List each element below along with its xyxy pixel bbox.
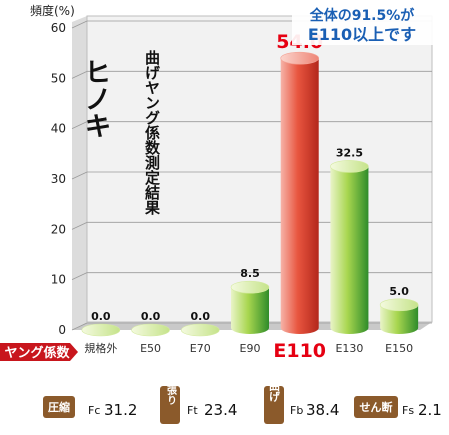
property-symbol: Fs <box>402 404 414 417</box>
data-label-E90: 8.5 <box>240 267 260 280</box>
x-tick-label: 規格外 <box>84 341 117 355</box>
x-categories: 規格外 E50 E70 E90 E110 E130 E150 <box>84 340 413 362</box>
y-tick-label: 20 <box>51 222 66 236</box>
y-tick-label: 10 <box>51 273 66 287</box>
grid-line-side <box>71 272 88 281</box>
property-badge <box>264 386 284 424</box>
property-tension: 引張り Ft 23.4 <box>160 374 237 424</box>
annotation-line-1: 全体の91.5%が <box>309 7 416 24</box>
bar-cap-E130 <box>330 160 369 173</box>
property-bending: 曲げ Fb 38.4 <box>264 379 339 424</box>
y-axis-label: 頻度(%) <box>30 3 75 18</box>
chart-subtitle: 曲げヤング係数測定結果 <box>143 49 161 216</box>
annotation-box <box>292 1 434 45</box>
grid-line-side <box>71 20 88 29</box>
bar-cap-E90 <box>230 280 270 294</box>
y-ticks: 0 10 20 30 40 50 60 <box>51 21 66 337</box>
data-label-E50: 0.0 <box>141 310 161 323</box>
x-tick-label: E70 <box>190 342 211 355</box>
x-tick-label: E130 <box>335 342 363 355</box>
grid-line-side <box>71 171 88 180</box>
chart-title: ヒノキ <box>80 58 111 139</box>
bar-E130 <box>330 166 369 334</box>
grid-line-side <box>71 322 88 331</box>
property-name: せん断 <box>360 400 393 414</box>
bar-cap-規格外 <box>81 323 121 337</box>
x-tick-label: E90 <box>240 342 261 355</box>
x-tick-label: E150 <box>385 342 413 355</box>
property-value: 2.1 <box>418 401 442 419</box>
property-shear: せん断 Fs 2.1 <box>354 396 442 419</box>
property-symbol: Ft <box>187 404 198 417</box>
property-badge <box>160 386 180 424</box>
plot-side-wall <box>72 16 87 330</box>
bar-cap-E50 <box>131 323 170 337</box>
x-axis-title-tag <box>0 343 78 361</box>
property-compression: 圧縮 Fc 31.2 <box>43 396 137 419</box>
property-badge <box>43 396 75 418</box>
annotation-line-2: E110以上です <box>308 25 416 44</box>
bars: 0.00.00.08.554.032.55.0 <box>81 31 419 337</box>
x-tick-label: E110 <box>273 340 326 362</box>
property-symbol: Fb <box>290 404 303 417</box>
bar-E110 <box>280 58 319 334</box>
property-value: 31.2 <box>104 401 137 419</box>
property-value: 23.4 <box>204 401 237 419</box>
grid-line-side <box>71 121 88 130</box>
x-tick-label: E50 <box>140 342 161 355</box>
data-label-E130: 32.5 <box>336 146 363 159</box>
bar-E150 <box>380 304 419 334</box>
y-tick-label: 50 <box>51 71 66 85</box>
property-name: 曲げ <box>268 379 281 403</box>
property-badge <box>354 396 398 418</box>
property-symbol: Fc <box>88 404 100 417</box>
bar-cap-E70 <box>180 323 220 337</box>
grid-line-side <box>71 70 88 79</box>
y-tick-label: 30 <box>51 172 66 186</box>
y-tick-label: 40 <box>51 122 66 136</box>
data-label-E150: 5.0 <box>389 285 409 298</box>
property-name: 圧縮 <box>48 400 70 414</box>
y-tick-label: 60 <box>51 21 66 35</box>
grid-layer <box>71 20 432 331</box>
bar-E90 <box>231 287 269 334</box>
bar-cap-E150 <box>379 298 419 312</box>
grid-line-side <box>71 221 88 230</box>
data-label-規格外: 0.0 <box>91 310 111 323</box>
y-tick-label: 0 <box>58 323 66 337</box>
data-label-E70: 0.0 <box>191 310 211 323</box>
bar-cap-E110 <box>280 51 320 65</box>
x-axis-title: ヤング係数 <box>4 345 70 361</box>
property-value: 38.4 <box>306 401 339 419</box>
property-name: 引張り <box>165 374 177 405</box>
